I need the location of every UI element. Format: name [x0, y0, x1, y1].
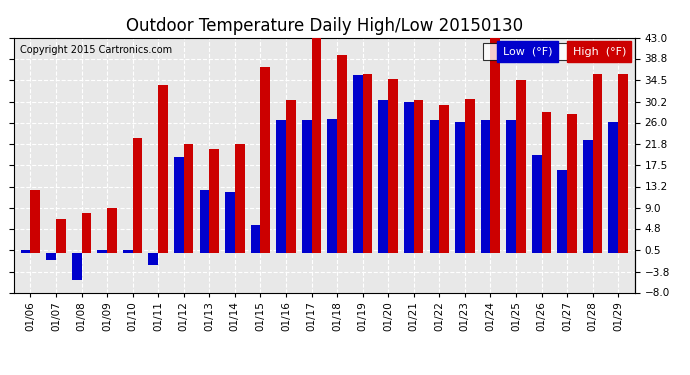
Bar: [30, 190, 40, 252]
Bar: [363, 74, 373, 252]
Bar: [404, 102, 414, 252]
Bar: [465, 99, 475, 252]
Bar: [97, 250, 107, 252]
Bar: [174, 156, 184, 252]
Bar: [199, 190, 209, 252]
Bar: [337, 55, 347, 252]
Bar: [132, 138, 142, 252]
Bar: [618, 74, 628, 252]
Text: Copyright 2015 Cartronics.com: Copyright 2015 Cartronics.com: [20, 45, 172, 55]
Bar: [542, 111, 551, 252]
Bar: [225, 192, 235, 252]
Bar: [276, 120, 286, 252]
Bar: [21, 250, 30, 252]
Bar: [532, 155, 542, 252]
Bar: [353, 75, 363, 252]
Bar: [158, 85, 168, 252]
Bar: [414, 100, 424, 252]
Bar: [593, 74, 602, 252]
Legend: Low  (°F), High  (°F): Low (°F), High (°F): [483, 43, 629, 60]
Bar: [123, 250, 132, 252]
Bar: [46, 252, 56, 260]
Bar: [388, 78, 398, 252]
Bar: [184, 144, 193, 252]
Bar: [209, 148, 219, 252]
Bar: [506, 120, 516, 252]
Bar: [583, 140, 593, 252]
Bar: [440, 105, 449, 252]
Bar: [311, 38, 322, 252]
Bar: [148, 252, 158, 265]
Bar: [260, 66, 270, 252]
Bar: [72, 252, 81, 280]
Bar: [379, 100, 388, 252]
Bar: [235, 144, 244, 252]
Bar: [286, 100, 296, 252]
Bar: [558, 170, 567, 252]
Bar: [567, 114, 577, 252]
Bar: [107, 207, 117, 252]
Bar: [250, 225, 260, 252]
Bar: [491, 36, 500, 252]
Bar: [81, 213, 91, 252]
Bar: [481, 120, 491, 252]
Bar: [56, 219, 66, 252]
Bar: [302, 120, 311, 252]
Bar: [327, 118, 337, 252]
Bar: [455, 122, 465, 252]
Bar: [430, 120, 440, 252]
Bar: [516, 80, 526, 252]
Bar: [609, 122, 618, 252]
Title: Outdoor Temperature Daily High/Low 20150130: Outdoor Temperature Daily High/Low 20150…: [126, 16, 523, 34]
